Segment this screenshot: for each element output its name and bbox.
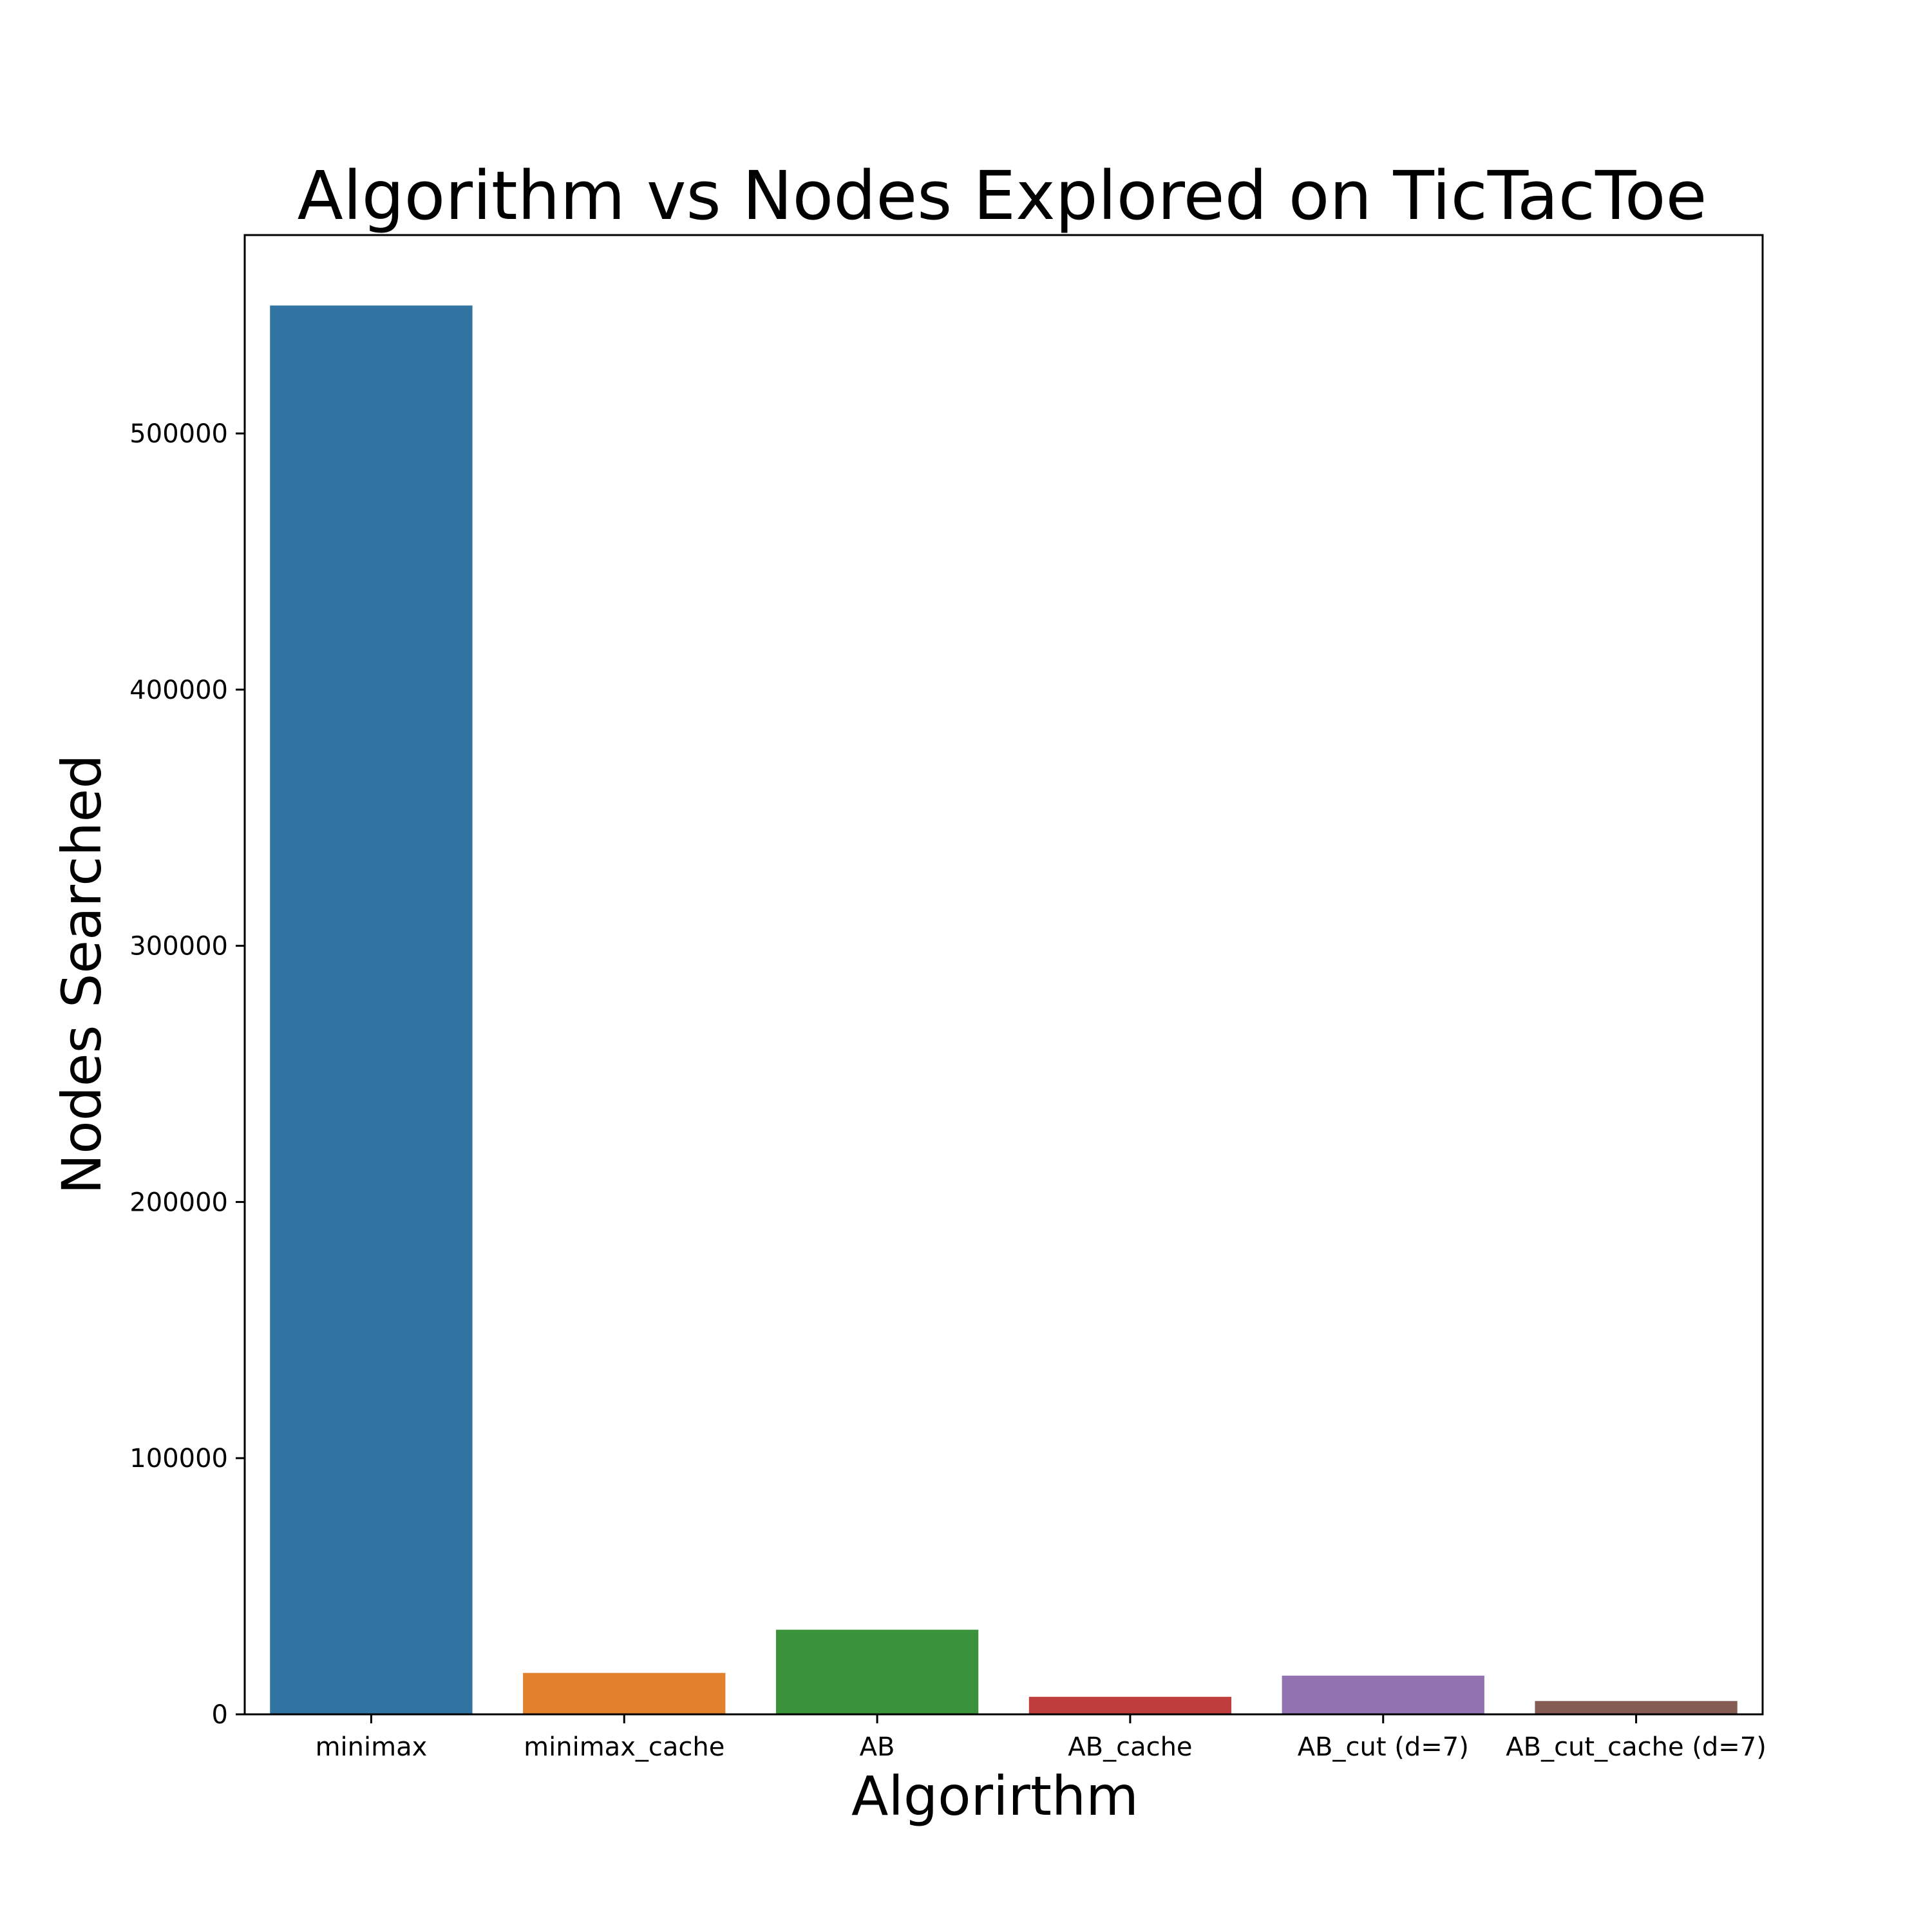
bar-ab [775,1629,979,1714]
plot-frame [243,234,1764,1716]
y-tick-label: 0 [212,1700,228,1730]
x-tick-label: minimax_cache [524,1732,724,1762]
x-tick-label: AB [860,1732,895,1762]
x-tick-label: minimax [316,1732,428,1762]
bar-minimax-cache [523,1672,726,1714]
bars-group [270,305,1738,1715]
y-tick-label: 500000 [129,419,228,449]
bar-ab-cache [1028,1696,1232,1714]
y-tick-label: 400000 [129,676,228,705]
bar-minimax [270,305,473,1715]
y-axis-label: Nodes Searched [50,754,113,1194]
x-axis-ticks: minimax minimax_cache AB AB_cache AB_cut (d=… [316,1714,1766,1762]
y-tick-label: 200000 [129,1188,228,1217]
x-axis-label: Algorirthm [851,1765,1139,1828]
x-tick-label: AB_cut_cache (d=7) [1506,1732,1766,1762]
y-tick-label: 300000 [129,932,228,961]
y-axis-ticks: 0 100000 200000 300000 400000 500000 [129,419,245,1730]
x-tick-label: AB_cut (d=7) [1298,1732,1469,1762]
bar-ab-cut-cache-d-7 [1535,1701,1738,1714]
chart-title: Algorithm vs Nodes Explored on TicTacToe [298,156,1707,235]
bar-ab-cut-d-7 [1282,1675,1484,1714]
x-tick-label: AB_cache [1068,1732,1192,1762]
y-tick-label: 100000 [129,1444,228,1473]
